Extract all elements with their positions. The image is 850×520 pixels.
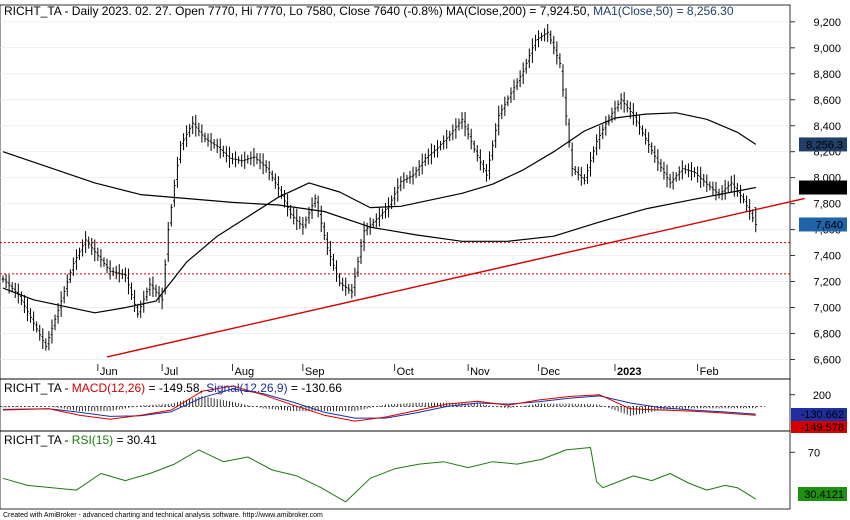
- price-tick-label: 6,800: [813, 329, 841, 341]
- rsi-header: RICHT_TA - RSI(15) = 30.41: [4, 433, 157, 447]
- macd-path: [2, 385, 756, 422]
- time-label: Sep: [305, 366, 325, 378]
- price-bars: [1, 23, 758, 351]
- close-badge-label: 7,640: [815, 219, 843, 231]
- ma50-badge-label: 8,256.3: [806, 139, 843, 151]
- price-tick-label: 6,600: [813, 355, 841, 367]
- price-tick-label: 9,200: [813, 17, 841, 29]
- trendline: [106, 197, 805, 358]
- price-tick-label: 7,400: [813, 251, 841, 263]
- time-axis: Jun Jul Aug Sep Oct Nov Dec 2023 Feb: [97, 364, 719, 378]
- ma50-badge-box: [799, 137, 847, 152]
- price-tick-label: 7,800: [813, 199, 841, 211]
- time-label: 2023: [617, 366, 641, 378]
- macd-lines: [2, 385, 756, 422]
- price-tick-label: 9,000: [813, 43, 841, 55]
- time-label: Jul: [164, 366, 178, 378]
- macd-axis: 200 -130.662-149.578: [790, 390, 847, 434]
- footer-credit: Created with AmiBroker - advanced charti…: [3, 512, 323, 519]
- time-label: Oct: [397, 366, 414, 378]
- time-label: Dec: [541, 366, 561, 378]
- macd-badge-box: [791, 421, 847, 433]
- price-tick-label: 7,200: [813, 277, 841, 289]
- time-label: Aug: [235, 366, 255, 378]
- chart-header: RICHT_TA - Daily 2023. 02. 27. Open 7770…: [4, 4, 734, 18]
- macd-tick-label: 200: [813, 390, 831, 402]
- header-ma50: MA1(Close,50) = 8,256.30: [590, 4, 734, 18]
- price-tick-label: 7,000: [813, 303, 841, 315]
- header-ma200: MA(Close,200) = 7,924.50,: [446, 4, 590, 18]
- price-tick-label: 8,400: [813, 121, 841, 133]
- rsi-panel-frame: [0, 430, 791, 510]
- macd-badge-label: -149.578: [801, 422, 844, 434]
- macd-header: RICHT_TA - MACD(12,26) = -149.58, Signal…: [4, 381, 342, 395]
- rsi-badge-box: [798, 487, 847, 501]
- ma200-badge-label: 7,924.5: [806, 183, 843, 195]
- rsi-line: [2, 447, 757, 503]
- header-main: RICHT_TA - Daily 2023. 02. 27. Open 7770…: [4, 4, 446, 18]
- time-label: Jun: [100, 366, 118, 378]
- signal-path: [2, 388, 756, 419]
- price-badges: 8,256.3 7,924.5 7,640: [799, 137, 847, 232]
- rsi-path: [2, 447, 757, 503]
- macd-signal-badge-box: [791, 408, 847, 421]
- time-label: Feb: [700, 366, 719, 378]
- price-tick-label: 8,800: [813, 69, 841, 81]
- close-badge-box: [799, 217, 847, 232]
- macd-signal-badge-label: -130.662: [801, 409, 844, 421]
- rsi-badge-label: 30.4121: [804, 489, 844, 501]
- rsi-tick-label: 70: [808, 447, 820, 459]
- ma200-badge-box: [799, 180, 847, 195]
- rsi-axis: 70 30.4121: [790, 447, 847, 501]
- trend-line: [106, 197, 805, 358]
- time-label: Nov: [470, 366, 490, 378]
- price-tick-label: 8,600: [813, 95, 841, 107]
